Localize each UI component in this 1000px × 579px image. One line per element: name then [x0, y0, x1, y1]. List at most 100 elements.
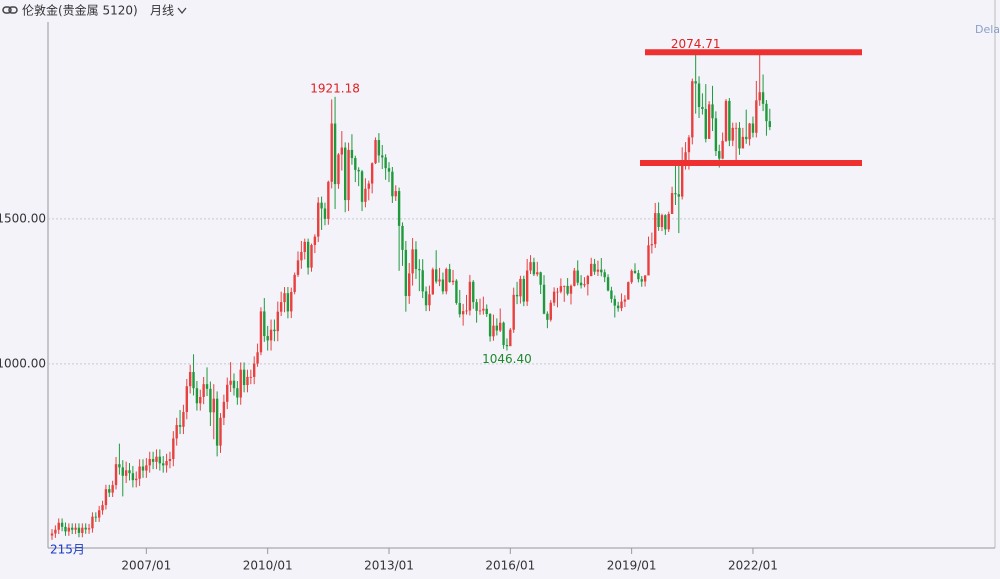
candle-body: [566, 285, 569, 294]
candle-body: [357, 169, 360, 172]
candle-body: [94, 516, 98, 518]
candle-body: [263, 311, 266, 337]
candle-body: [505, 345, 509, 347]
candle-body: [283, 293, 286, 303]
candle-body: [472, 281, 475, 303]
candle-body: [67, 527, 71, 532]
candle-body: [677, 194, 681, 197]
candle-body: [441, 279, 445, 292]
candle-body: [488, 314, 492, 337]
candle-body: [630, 270, 633, 283]
candle-body: [512, 294, 515, 330]
link-icon: [2, 6, 18, 14]
candle-body: [546, 313, 549, 320]
candle-body: [745, 136, 748, 140]
candle-body: [731, 127, 734, 141]
candle-body: [124, 470, 128, 476]
candle-body: [627, 282, 630, 300]
candle-body: [192, 372, 195, 389]
candle-body: [583, 284, 586, 286]
candle-body: [219, 417, 222, 446]
candle-body: [536, 272, 539, 275]
candle-body: [215, 398, 219, 446]
candle-body: [249, 376, 253, 378]
candle-body: [226, 384, 229, 402]
candle-body: [71, 527, 74, 530]
annotation: 2074.71: [671, 37, 721, 51]
candle-body: [718, 151, 721, 159]
candle-body: [738, 127, 741, 149]
candle-body: [354, 158, 357, 170]
candle-body: [188, 372, 192, 387]
candle-body: [317, 202, 320, 237]
candle-body: [131, 473, 135, 481]
x-tick-label: 2016/01: [485, 559, 535, 573]
candle-body: [246, 376, 249, 386]
candle-body: [721, 140, 724, 159]
candle-body: [573, 270, 576, 286]
candle-body: [273, 329, 276, 332]
candle-body: [623, 299, 627, 302]
candle-body: [162, 463, 165, 466]
candle-body: [394, 191, 397, 197]
candle-body: [364, 188, 367, 202]
candle-body: [199, 396, 202, 404]
candle-body: [343, 147, 347, 201]
candle-body: [431, 269, 435, 295]
candle-body: [751, 123, 755, 133]
candle-body: [347, 149, 350, 201]
candle-body: [509, 329, 512, 347]
candle-body: [654, 213, 657, 245]
candle-body: [424, 291, 428, 306]
candle-body: [145, 465, 148, 471]
candle-body: [148, 458, 151, 466]
candle-body: [279, 302, 283, 312]
dropdown-arrow[interactable]: [177, 7, 187, 15]
candle-body: [499, 322, 502, 331]
candle-body: [758, 92, 761, 101]
candle-body: [620, 301, 623, 309]
candle-body: [276, 311, 279, 332]
candle-body: [519, 278, 522, 297]
candle-body: [650, 244, 654, 246]
candle-body: [195, 388, 199, 404]
candle-body: [529, 262, 532, 271]
candle-body: [404, 249, 408, 297]
candle-body: [377, 140, 381, 156]
candle-body: [320, 202, 323, 209]
candle-body: [455, 280, 458, 303]
candle-body: [293, 274, 296, 292]
candle-body: [539, 272, 542, 285]
candle-body: [465, 310, 468, 312]
candle-body: [178, 425, 182, 427]
instrument-title[interactable]: 伦敦金(贵金属 5120): [22, 3, 138, 18]
period-selector[interactable]: 月线: [150, 4, 174, 18]
candle-body: [77, 527, 81, 533]
candle-body: [590, 263, 593, 277]
candle-body: [306, 241, 310, 268]
x-tick-label: 2022/01: [728, 559, 778, 573]
annotation: 1046.40: [482, 352, 532, 366]
y-tick-label: 1500.00: [0, 211, 46, 225]
candle-body: [428, 294, 431, 306]
candle-body: [151, 458, 155, 462]
candle-body: [253, 363, 256, 377]
candle-body: [333, 123, 337, 185]
candle-body: [438, 279, 441, 282]
candle-body: [461, 311, 465, 315]
x-tick-label: 2007/01: [121, 559, 171, 573]
candle-body: [687, 137, 691, 153]
candle-body: [168, 458, 172, 462]
candle-body: [697, 83, 701, 107]
candle-body: [502, 322, 505, 346]
candle-body: [610, 290, 613, 299]
candle-body: [660, 215, 664, 228]
y-tick-label: 1000.00: [0, 356, 46, 370]
candle-body: [556, 291, 559, 293]
candle-body: [337, 154, 340, 185]
candle-body: [303, 241, 306, 252]
candle-body: [158, 456, 162, 464]
candle-body: [495, 325, 499, 331]
